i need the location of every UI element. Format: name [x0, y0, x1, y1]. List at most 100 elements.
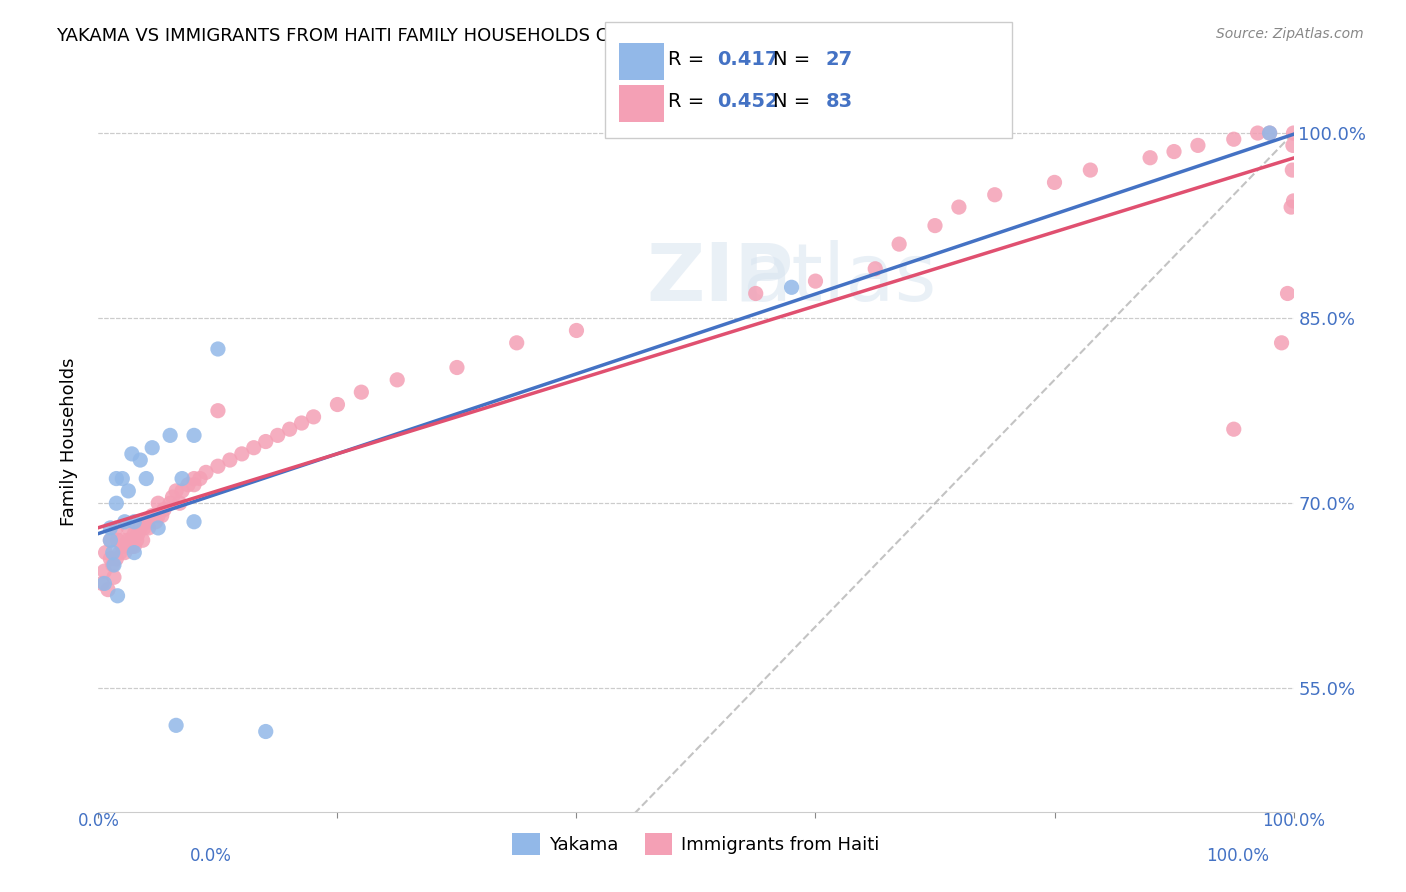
Immigrants from Haiti — [1279, 200, 1302, 214]
Immigrants from Haiti — [93, 564, 115, 578]
Yakama — [148, 521, 170, 535]
Immigrants from Haiti — [97, 582, 120, 597]
Text: 0.417: 0.417 — [717, 50, 779, 70]
Yakama — [124, 515, 146, 529]
Text: 100.0%: 100.0% — [1263, 812, 1324, 830]
Immigrants from Haiti — [1258, 126, 1281, 140]
Yakama — [183, 428, 205, 442]
Immigrants from Haiti — [94, 546, 117, 560]
Immigrants from Haiti — [132, 521, 155, 535]
Yakama — [135, 472, 157, 486]
Immigrants from Haiti — [98, 551, 122, 566]
Immigrants from Haiti — [865, 261, 887, 276]
Text: R =: R = — [668, 50, 710, 70]
Immigrants from Haiti — [183, 477, 205, 491]
Immigrants from Haiti — [195, 466, 218, 480]
Immigrants from Haiti — [350, 385, 373, 400]
Immigrants from Haiti — [1223, 422, 1246, 436]
Text: 0.452: 0.452 — [717, 92, 779, 112]
Immigrants from Haiti — [138, 521, 160, 535]
Immigrants from Haiti — [565, 324, 588, 338]
Immigrants from Haiti — [111, 540, 134, 554]
Immigrants from Haiti — [114, 546, 136, 560]
Immigrants from Haiti — [108, 546, 131, 560]
Immigrants from Haiti — [177, 477, 200, 491]
Immigrants from Haiti — [145, 515, 167, 529]
Immigrants from Haiti — [267, 428, 290, 442]
Immigrants from Haiti — [101, 558, 124, 572]
Immigrants from Haiti — [162, 490, 184, 504]
Yakama — [98, 533, 122, 548]
Immigrants from Haiti — [302, 409, 325, 424]
Immigrants from Haiti — [172, 483, 194, 498]
Immigrants from Haiti — [131, 533, 153, 548]
Yakama — [124, 546, 146, 560]
Immigrants from Haiti — [135, 515, 157, 529]
Immigrants from Haiti — [124, 527, 146, 541]
Text: Source: ZipAtlas.com: Source: ZipAtlas.com — [1216, 27, 1364, 41]
Immigrants from Haiti — [254, 434, 277, 449]
Yakama — [107, 589, 129, 603]
Immigrants from Haiti — [188, 472, 211, 486]
Yakama — [254, 724, 277, 739]
Immigrants from Haiti — [1080, 163, 1102, 178]
Immigrants from Haiti — [1043, 176, 1066, 190]
Immigrants from Haiti — [278, 422, 301, 436]
Immigrants from Haiti — [948, 200, 970, 214]
Yakama — [141, 441, 163, 455]
Immigrants from Haiti — [1281, 163, 1303, 178]
Immigrants from Haiti — [141, 508, 163, 523]
Text: 83: 83 — [825, 92, 852, 112]
Immigrants from Haiti — [385, 373, 409, 387]
Immigrants from Haiti — [326, 398, 349, 412]
Yakama — [114, 515, 136, 529]
Immigrants from Haiti — [804, 274, 827, 288]
Immigrants from Haiti — [1139, 151, 1161, 165]
Yakama — [129, 453, 152, 467]
Immigrants from Haiti — [117, 521, 139, 535]
Text: 27: 27 — [825, 50, 852, 70]
Immigrants from Haiti — [121, 540, 143, 554]
Yakama — [105, 472, 128, 486]
Immigrants from Haiti — [1271, 335, 1294, 350]
Immigrants from Haiti — [219, 453, 242, 467]
Immigrants from Haiti — [117, 533, 139, 548]
Yakama — [172, 472, 194, 486]
Immigrants from Haiti — [111, 533, 134, 548]
Yakama — [780, 280, 803, 294]
Immigrants from Haiti — [183, 472, 205, 486]
Yakama — [105, 496, 128, 510]
Immigrants from Haiti — [121, 533, 143, 548]
Immigrants from Haiti — [107, 533, 129, 548]
Yakama — [159, 428, 181, 442]
Immigrants from Haiti — [127, 527, 149, 541]
Immigrants from Haiti — [1247, 126, 1270, 140]
Text: YAKAMA VS IMMIGRANTS FROM HAITI FAMILY HOUSEHOLDS CORRELATION CHART: YAKAMA VS IMMIGRANTS FROM HAITI FAMILY H… — [56, 27, 790, 45]
Immigrants from Haiti — [984, 187, 1007, 202]
Immigrants from Haiti — [1282, 194, 1305, 208]
Text: R =: R = — [668, 92, 710, 112]
Text: N =: N = — [773, 50, 817, 70]
Text: atlas: atlas — [742, 240, 936, 318]
Immigrants from Haiti — [148, 496, 170, 510]
Text: 0.0%: 0.0% — [190, 847, 232, 865]
Immigrants from Haiti — [745, 286, 768, 301]
Yakama — [1258, 126, 1281, 140]
Text: ZIP: ZIP — [647, 240, 793, 318]
Immigrants from Haiti — [1282, 126, 1305, 140]
Yakama — [207, 342, 229, 356]
Immigrants from Haiti — [103, 570, 125, 584]
Immigrants from Haiti — [125, 533, 148, 548]
Yakama — [183, 515, 205, 529]
Immigrants from Haiti — [207, 403, 229, 417]
Immigrants from Haiti — [207, 459, 229, 474]
Immigrants from Haiti — [91, 576, 114, 591]
Text: N =: N = — [773, 92, 817, 112]
Immigrants from Haiti — [105, 551, 128, 566]
Yakama — [93, 576, 115, 591]
Immigrants from Haiti — [1223, 132, 1246, 146]
Yakama — [121, 447, 143, 461]
Immigrants from Haiti — [231, 447, 253, 461]
Immigrants from Haiti — [1163, 145, 1185, 159]
Immigrants from Haiti — [169, 496, 191, 510]
